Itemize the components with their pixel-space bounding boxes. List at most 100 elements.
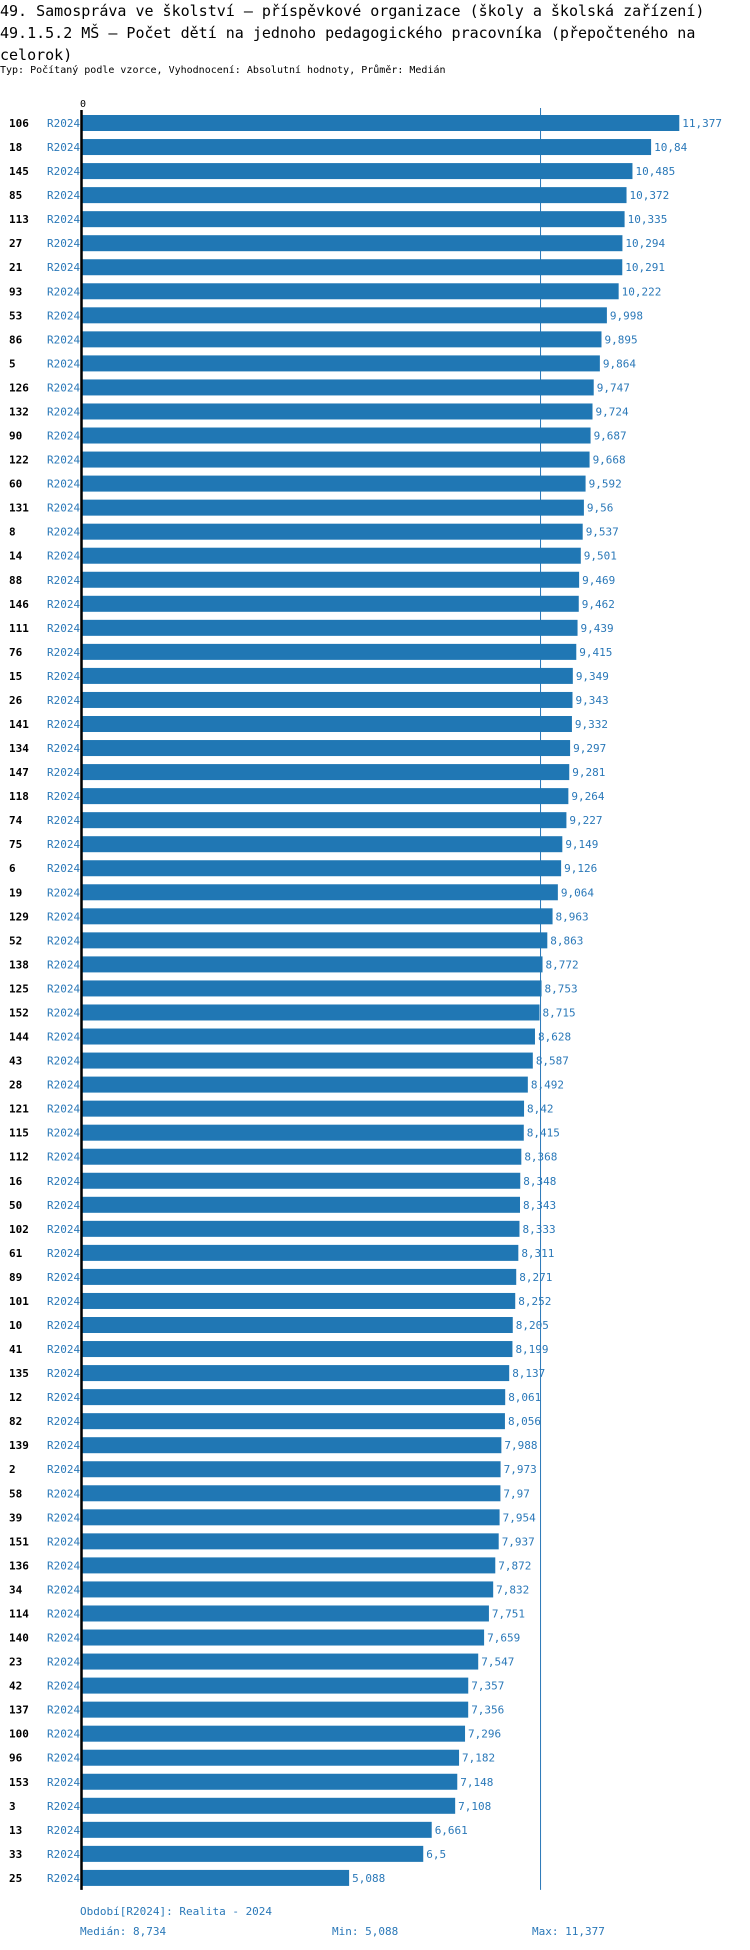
- data-label: 9,469: [582, 574, 615, 587]
- period-legend: Období[R2024]: Realita - 2024: [80, 1905, 273, 1918]
- series-label: R2024: [47, 1199, 80, 1212]
- data-label: 9,281: [572, 766, 605, 779]
- series-label: R2024: [47, 646, 80, 659]
- data-label: 9,687: [594, 430, 627, 443]
- series-label: R2024: [47, 1704, 80, 1717]
- bar: [82, 259, 623, 276]
- data-label: 9,149: [565, 838, 598, 851]
- series-label: R2024: [47, 982, 80, 995]
- data-label: 8,753: [545, 982, 578, 995]
- series-label: R2024: [47, 1103, 80, 1116]
- category-label: 122: [9, 454, 29, 467]
- series-label: R2024: [47, 694, 80, 707]
- bar: [82, 475, 586, 492]
- data-label: 8,333: [522, 1223, 555, 1236]
- data-label: 9,264: [571, 790, 604, 803]
- bar: [82, 1148, 522, 1165]
- category-label: 2: [9, 1463, 16, 1476]
- data-label: 5,088: [352, 1872, 385, 1885]
- series-label: R2024: [47, 1367, 80, 1380]
- series-label: R2024: [47, 1607, 80, 1620]
- bar: [82, 932, 548, 949]
- series-label: R2024: [47, 790, 80, 803]
- category-label: 86: [9, 333, 23, 346]
- series-label: R2024: [47, 1055, 80, 1068]
- bar: [82, 1533, 499, 1550]
- bar: [82, 523, 583, 540]
- bar: [82, 764, 570, 781]
- bar: [82, 1124, 524, 1141]
- category-label: 12: [9, 1391, 22, 1404]
- series-label: R2024: [47, 886, 80, 899]
- series-label: R2024: [47, 1535, 80, 1548]
- data-label: 8,772: [546, 958, 579, 971]
- series-label: R2024: [47, 1415, 80, 1428]
- category-label: 125: [9, 982, 29, 995]
- bar: [82, 1076, 528, 1093]
- data-label: 8,368: [524, 1151, 557, 1164]
- category-label: 90: [9, 430, 22, 443]
- category-label: 42: [9, 1680, 22, 1693]
- bar: [82, 1028, 535, 1045]
- data-label: 7,954: [503, 1511, 536, 1524]
- series-label: R2024: [47, 237, 80, 250]
- series-label: R2024: [47, 1391, 80, 1404]
- bar: [82, 1557, 496, 1574]
- series-label: R2024: [47, 1271, 80, 1284]
- category-label: 52: [9, 934, 22, 947]
- bar: [82, 1413, 505, 1430]
- series-label: R2024: [47, 1752, 80, 1765]
- bar: [82, 1461, 501, 1478]
- series-label: R2024: [47, 141, 80, 154]
- bar: [82, 1341, 513, 1358]
- data-label: 8,42: [527, 1103, 554, 1116]
- data-label: 7,97: [503, 1487, 530, 1500]
- series-label: R2024: [47, 1079, 80, 1092]
- data-label: 9,864: [603, 357, 636, 370]
- category-label: 88: [9, 574, 22, 587]
- bar: [82, 667, 573, 684]
- x-tick-label: 0: [80, 99, 86, 110]
- series-label: R2024: [47, 1872, 80, 1885]
- bar: [82, 163, 633, 180]
- category-label: 112: [9, 1151, 29, 1164]
- data-label: 9,297: [573, 742, 606, 755]
- data-label: 10,485: [635, 165, 675, 178]
- category-label: 19: [9, 886, 22, 899]
- bar: [82, 788, 569, 805]
- series-label: R2024: [47, 958, 80, 971]
- bar: [82, 1100, 525, 1117]
- category-label: 139: [9, 1439, 29, 1452]
- series-label: R2024: [47, 1583, 80, 1596]
- bar: [82, 331, 602, 348]
- data-label: 9,227: [569, 814, 602, 827]
- bar: [82, 379, 594, 396]
- data-label: 7,356: [471, 1704, 504, 1717]
- bar: [82, 956, 543, 973]
- data-label: 7,937: [502, 1535, 535, 1548]
- series-label: R2024: [47, 1343, 80, 1356]
- series-label: R2024: [47, 1151, 80, 1164]
- data-label: 9,895: [604, 333, 637, 346]
- data-label: 8,715: [543, 1006, 576, 1019]
- category-label: 153: [9, 1776, 29, 1789]
- category-label: 28: [9, 1079, 22, 1092]
- category-label: 145: [9, 165, 29, 178]
- category-label: 111: [9, 622, 29, 635]
- bar: [82, 740, 571, 757]
- series-label: R2024: [47, 1487, 80, 1500]
- bar: [82, 980, 542, 997]
- category-label: 144: [9, 1031, 29, 1044]
- category-label: 14: [9, 550, 23, 563]
- title-line-1: 49. Samospráva ve školství – příspěvkové…: [0, 2, 705, 20]
- category-label: 18: [9, 141, 22, 154]
- bar: [82, 1004, 540, 1021]
- bar: [82, 1509, 500, 1526]
- bar: [82, 571, 580, 588]
- data-label: 9,349: [576, 670, 609, 683]
- category-label: 6: [9, 862, 16, 875]
- data-label: 8,056: [508, 1415, 541, 1428]
- bar: [82, 1292, 516, 1309]
- max-stat: Max: 11,377: [532, 1925, 605, 1938]
